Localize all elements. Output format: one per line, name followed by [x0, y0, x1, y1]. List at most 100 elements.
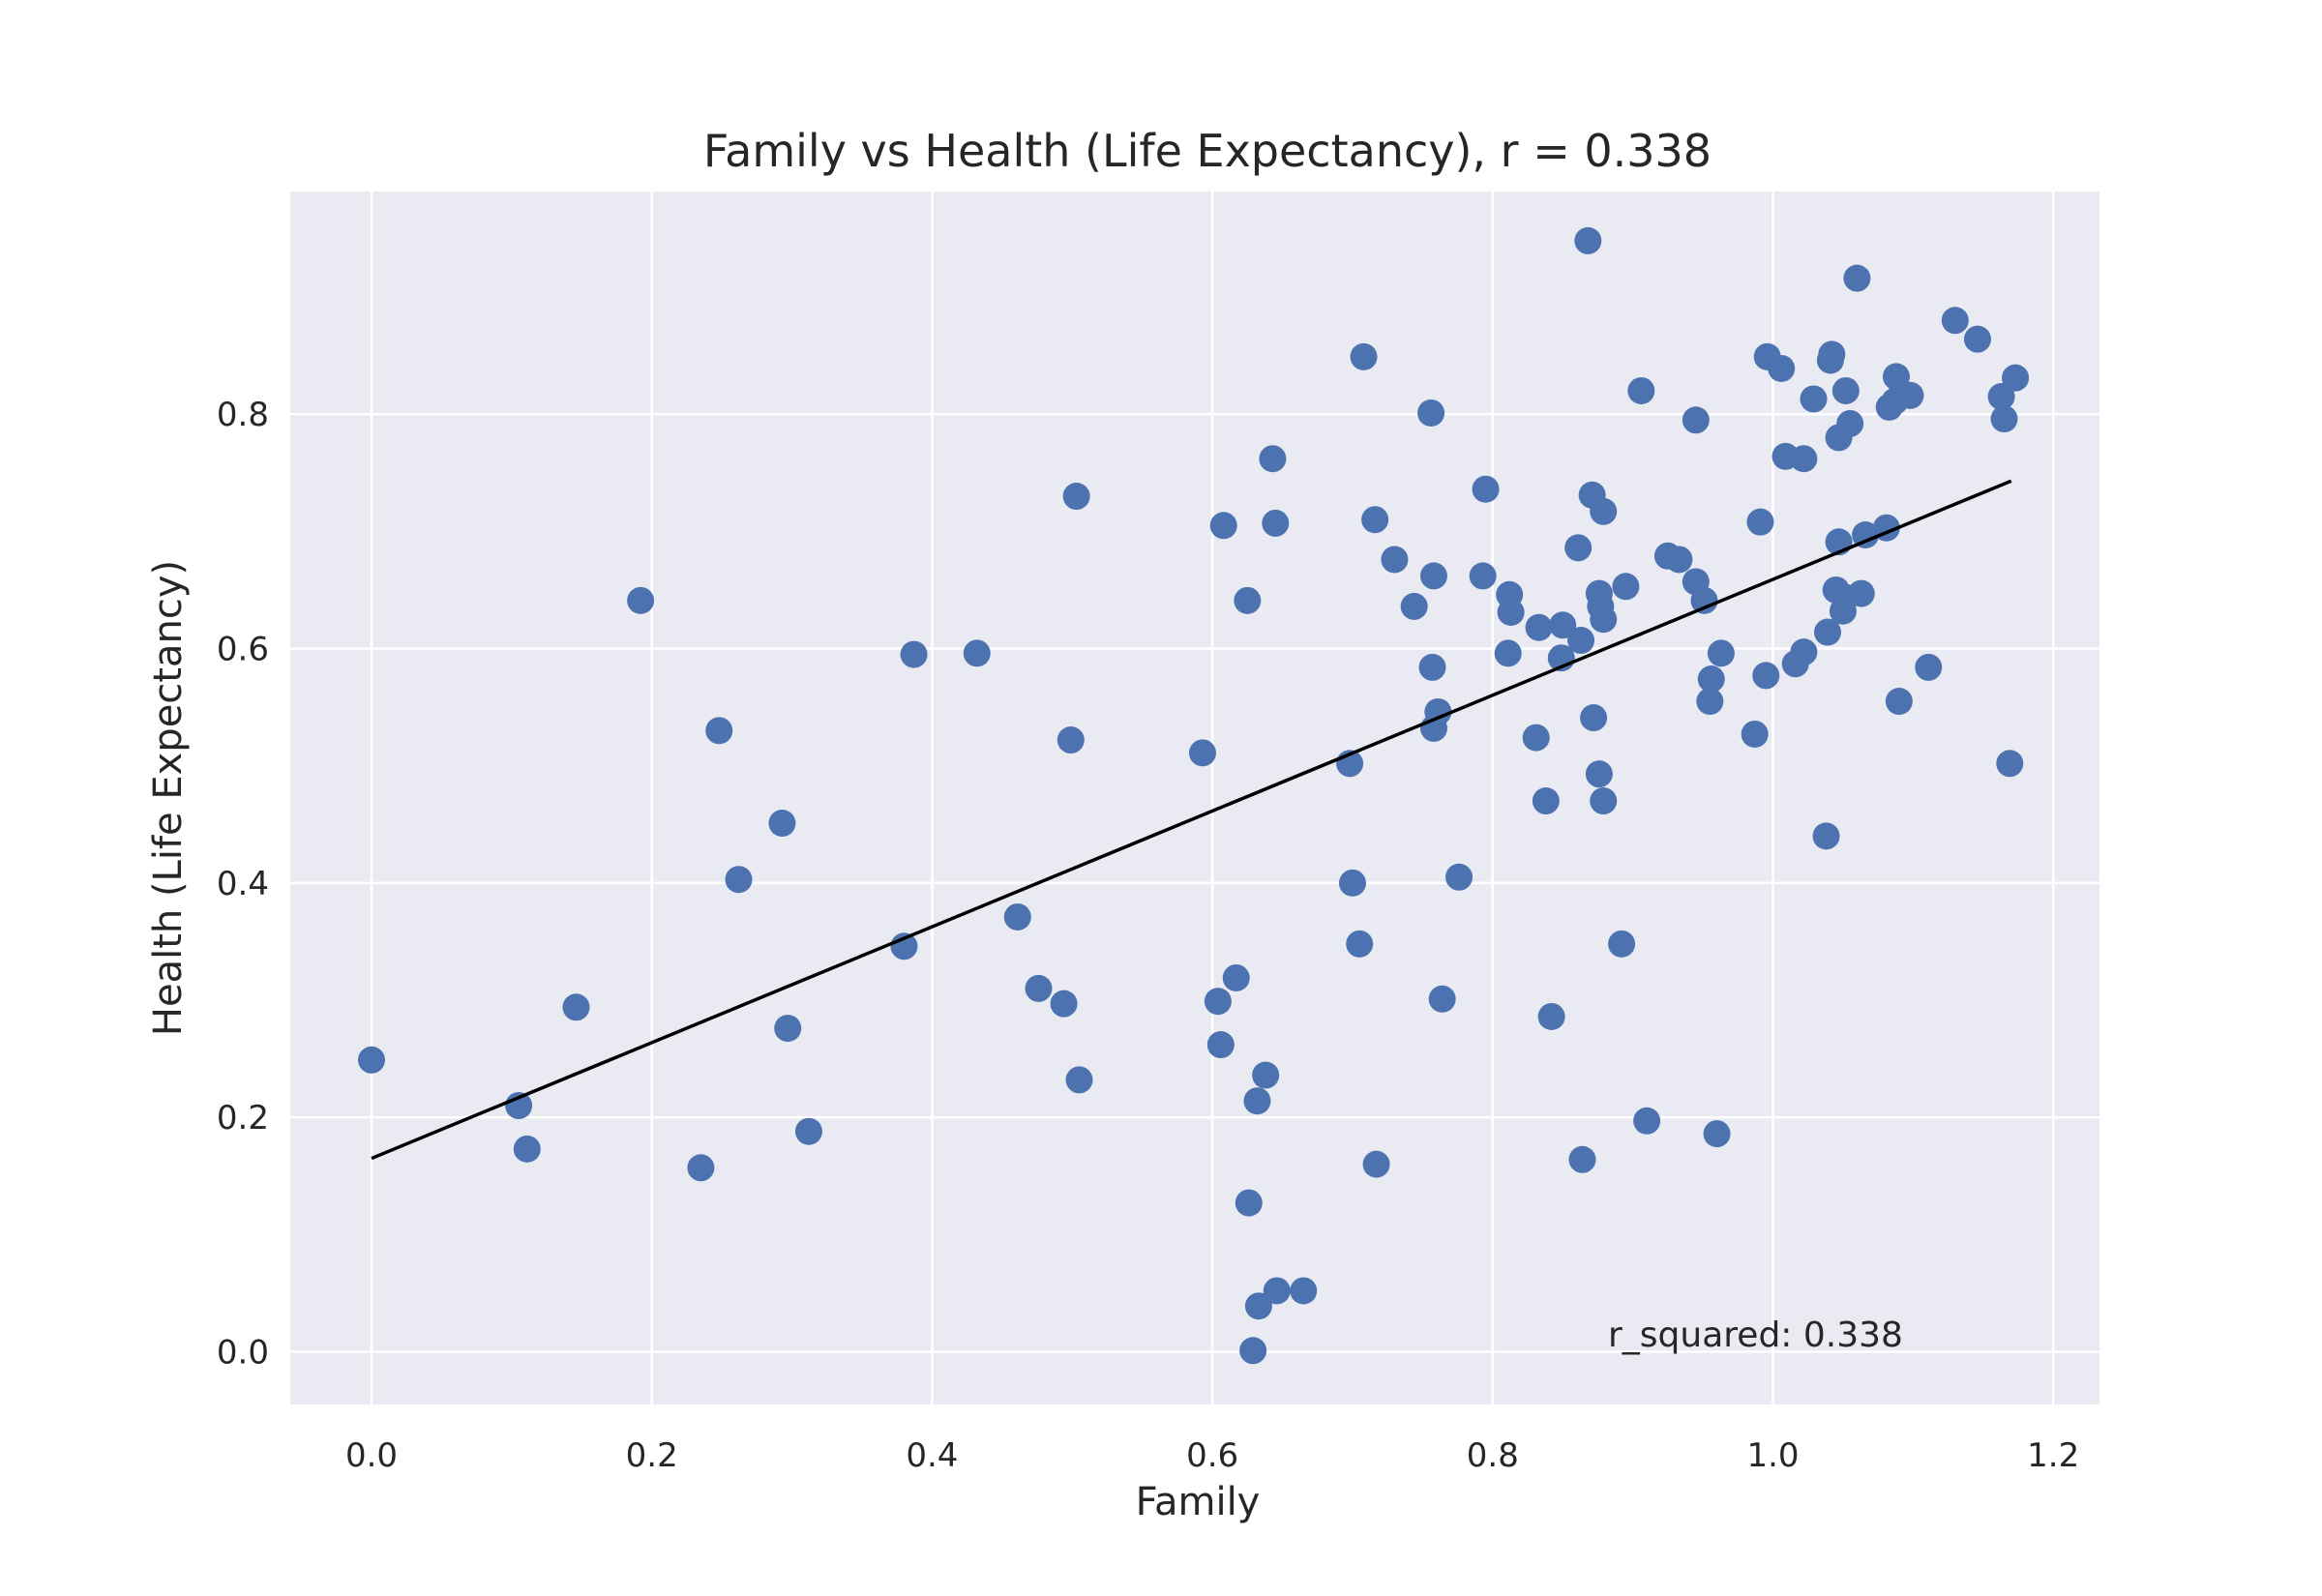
data-point	[1234, 586, 1262, 614]
data-point	[1235, 1189, 1263, 1217]
data-point	[687, 1154, 715, 1182]
data-point	[1790, 445, 1818, 473]
y-tick-label: 0.6	[217, 631, 269, 669]
data-point	[1537, 1002, 1565, 1030]
data-point	[1497, 598, 1525, 626]
data-point	[1813, 618, 1841, 646]
data-point	[1741, 720, 1769, 748]
x-tick-label: 0.2	[626, 1436, 678, 1475]
data-point	[1896, 381, 1924, 409]
data-point	[1885, 688, 1913, 716]
data-point	[1590, 787, 1618, 815]
data-point	[1025, 974, 1053, 1002]
data-point	[1057, 726, 1085, 754]
data-point	[1567, 627, 1595, 655]
data-point	[358, 1046, 386, 1074]
data-point	[1941, 307, 1969, 335]
x-axis-label: Family	[1136, 1480, 1261, 1524]
data-point	[1062, 483, 1090, 511]
data-point	[1243, 1087, 1271, 1115]
data-point	[1262, 509, 1290, 537]
data-point	[1852, 520, 1880, 548]
data-point	[1580, 704, 1608, 732]
data-point	[1996, 750, 2024, 778]
data-point	[1836, 409, 1864, 437]
data-point	[1574, 226, 1602, 254]
data-point	[1362, 1150, 1390, 1178]
data-point	[1915, 653, 1943, 681]
data-point	[1209, 512, 1237, 540]
data-point	[1831, 376, 1860, 404]
data-point	[768, 810, 796, 838]
data-point	[1361, 506, 1389, 534]
y-tick-labels: 0.0 0.2 0.4 0.6 0.8	[217, 396, 269, 1372]
data-point	[1800, 385, 1828, 413]
data-point	[1746, 508, 1774, 536]
data-point	[1564, 534, 1593, 562]
data-point	[1381, 546, 1409, 574]
data-point	[1346, 930, 1374, 958]
data-point	[1590, 606, 1618, 634]
data-point	[1338, 869, 1366, 897]
x-tick-label: 0.0	[345, 1436, 398, 1475]
x-tick-label: 0.6	[1186, 1436, 1238, 1475]
y-tick-label: 0.4	[217, 865, 269, 903]
fit-line-group	[371, 479, 2012, 1161]
x-tick-label: 1.0	[1746, 1436, 1799, 1475]
data-point	[1222, 963, 1250, 991]
data-point	[1050, 990, 1078, 1018]
data-point	[1608, 930, 1636, 958]
data-point	[627, 586, 655, 614]
data-point	[1590, 497, 1618, 525]
data-point	[1469, 562, 1497, 590]
data-point	[1627, 376, 1655, 404]
y-axis-label: Health (Life Expectancy)	[146, 560, 191, 1036]
data-point	[1472, 475, 1500, 503]
y-tick-label: 0.0	[217, 1333, 269, 1372]
data-point	[1768, 354, 1796, 382]
data-point	[1682, 406, 1710, 434]
data-point	[900, 640, 928, 668]
data-point	[1252, 1061, 1280, 1089]
data-point	[1350, 342, 1378, 370]
data-point	[1990, 405, 2018, 433]
data-point	[1963, 325, 1991, 353]
data-point	[1612, 573, 1640, 601]
data-points	[358, 226, 2030, 1365]
y-tick-label: 0.2	[217, 1099, 269, 1138]
data-point	[1188, 739, 1216, 767]
regression-line	[371, 479, 2012, 1161]
data-point	[1494, 639, 1522, 667]
data-point	[1417, 399, 1445, 427]
data-point	[794, 1117, 822, 1145]
data-point	[1400, 592, 1428, 620]
chart-title: Family vs Health (Life Expectancy), r = …	[703, 125, 1712, 177]
data-point	[1987, 383, 2015, 411]
data-point	[725, 866, 753, 894]
data-point	[1445, 863, 1474, 891]
data-point	[1549, 611, 1577, 639]
data-point	[562, 993, 590, 1021]
data-point	[1568, 1145, 1596, 1173]
x-tick-label: 0.4	[906, 1436, 958, 1475]
data-point	[1847, 579, 1875, 607]
data-point	[1690, 586, 1718, 614]
data-point	[1525, 613, 1553, 641]
data-point	[1428, 985, 1456, 1013]
data-point	[1263, 1277, 1291, 1305]
x-tick-labels: 0.0 0.2 0.4 0.6 0.8 1.0 1.2	[345, 1436, 2079, 1475]
data-point	[1239, 1337, 1267, 1365]
data-point	[774, 1015, 802, 1043]
data-point	[963, 639, 991, 667]
plot-area	[290, 192, 2099, 1404]
data-point	[1532, 787, 1560, 815]
data-point	[1697, 665, 1725, 694]
data-point	[1752, 662, 1780, 690]
data-point	[1818, 340, 1846, 369]
data-point	[2002, 364, 2030, 392]
data-point	[513, 1135, 541, 1163]
data-point	[1065, 1066, 1093, 1094]
data-point	[1204, 988, 1232, 1016]
